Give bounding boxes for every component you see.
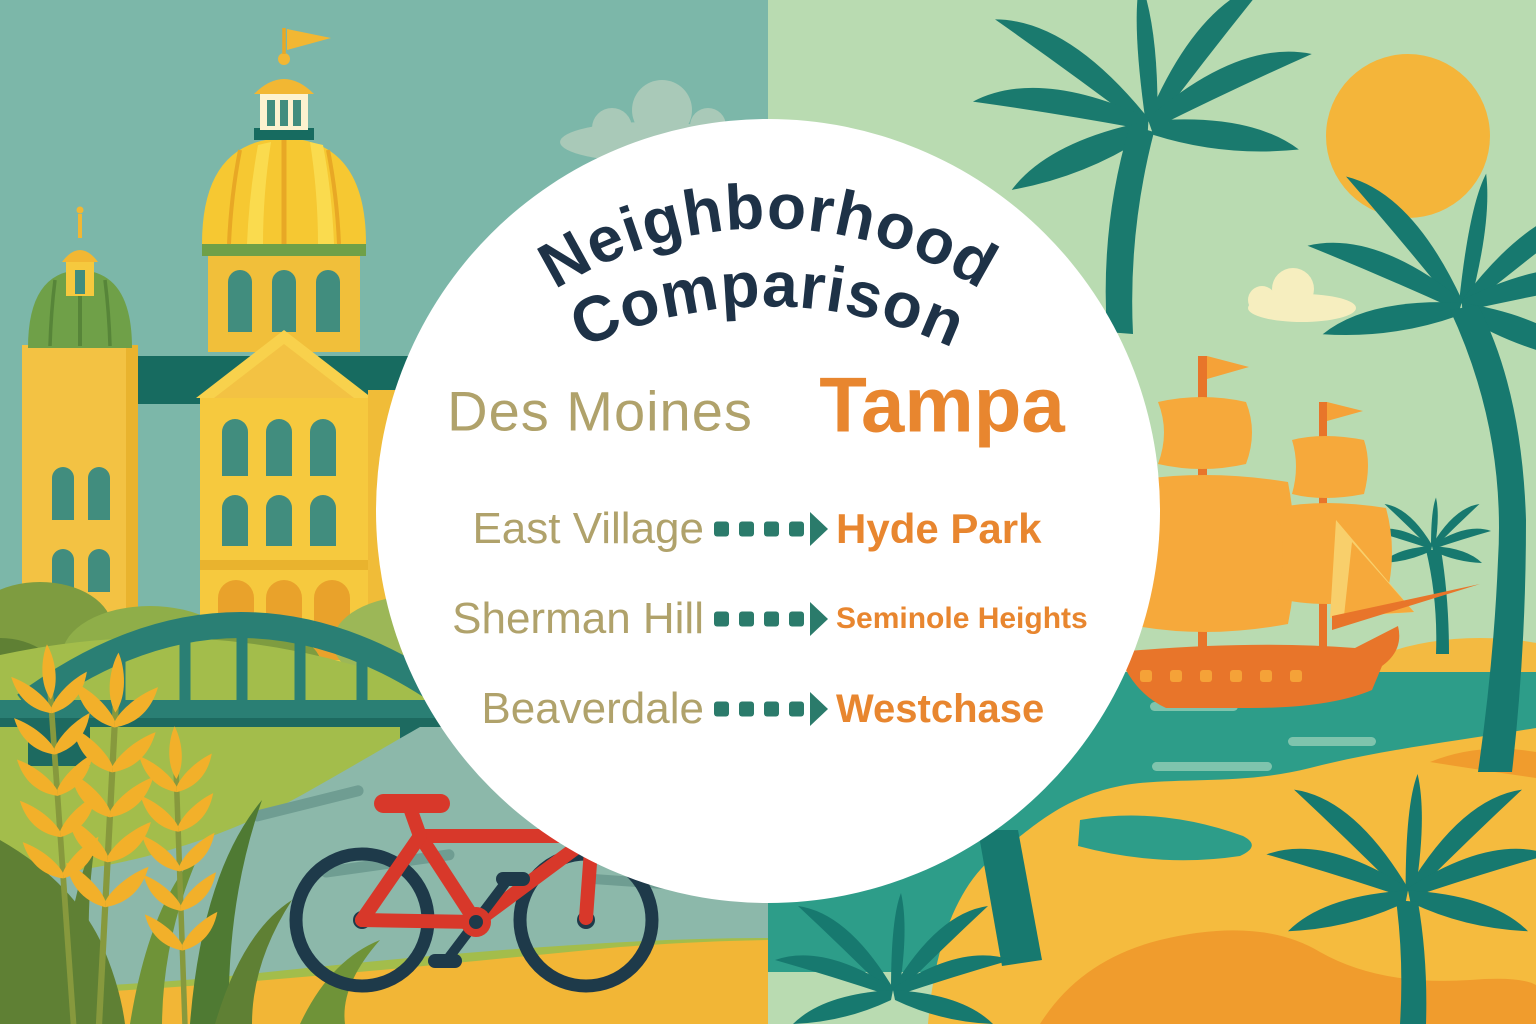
- arrow-icon: [704, 512, 836, 546]
- cloud-icon: [1248, 268, 1356, 322]
- card-title: Neighborhood Comparison: [527, 170, 1009, 361]
- palm-tree-icon: [1298, 155, 1536, 772]
- comparison-row: East Village Hyde Park: [412, 491, 1124, 567]
- tampa-neighborhood-label: Seminole Heights: [836, 602, 1088, 635]
- palm-trunk: [978, 830, 1042, 966]
- tampa-neighborhood-label: Westchase: [836, 686, 1045, 731]
- des-moines-neighborhood-label: Beaverdale: [481, 684, 704, 733]
- tampa-neighborhood-label: Hyde Park: [836, 505, 1042, 552]
- beach-sand: [928, 728, 1536, 1024]
- water-inlet: [1078, 815, 1252, 861]
- palm-tree-icon: [1373, 497, 1491, 654]
- des-moines-neighborhood-label: East Village: [472, 504, 704, 553]
- comparison-card: Neighborhood Comparison Des Moines Tampa…: [376, 119, 1160, 903]
- comparison-row: Sherman Hill Seminole Heights: [412, 581, 1124, 657]
- city-header-des-moines: Des Moines: [447, 379, 753, 443]
- comparison-rows: East Village Hyde Park Sherman Hill: [412, 491, 1124, 761]
- arrow-icon: [704, 602, 836, 636]
- palm-tree-icon: [1266, 774, 1536, 1024]
- city-header-tampa: Tampa: [819, 360, 1065, 449]
- arrow-icon: [704, 692, 836, 726]
- des-moines-neighborhood-label: Sherman Hill: [452, 594, 704, 643]
- pirate-ship-icon: [1118, 356, 1480, 708]
- sun-icon: [1326, 54, 1490, 218]
- comparison-row: Beaverdale Westchase: [412, 671, 1124, 747]
- palm-tree-icon: [959, 0, 1325, 334]
